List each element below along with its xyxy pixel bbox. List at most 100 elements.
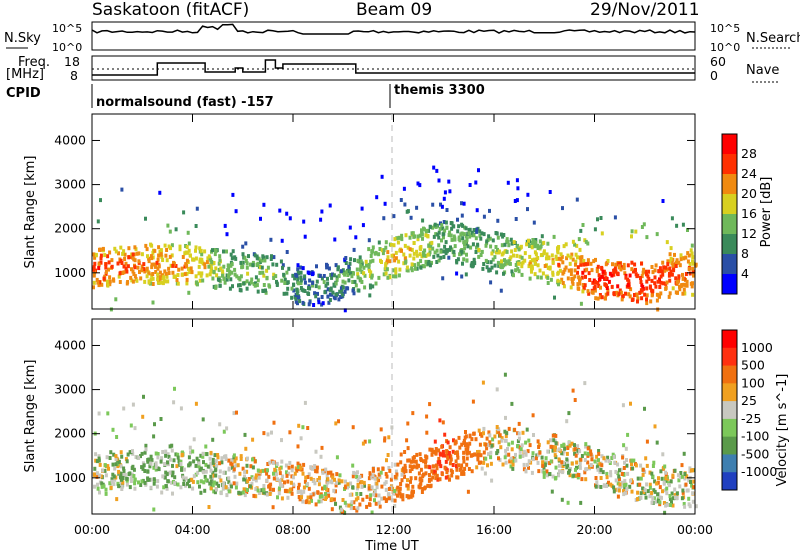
colorbar-segment [722,330,737,349]
echo-cell [498,433,502,438]
echo-cell [691,292,695,297]
echo-cell [430,469,434,474]
echo-cell [536,439,540,444]
echo-cell [396,493,399,498]
echo-cell [539,275,543,280]
echo-cell [630,462,633,466]
echo-cell [169,263,173,268]
echo-cell [605,286,609,290]
echo-cell [287,471,291,476]
echo-cell [153,422,156,427]
echo-cell [414,476,418,481]
echo-cell [220,460,224,465]
echo-cell [179,462,183,466]
echo-cell [432,469,436,474]
echo-cell [612,269,616,273]
echo-cell [393,462,397,467]
echo-cell [662,265,666,270]
echo-cell [94,458,98,463]
echo-cell [604,262,608,267]
echo-cell [168,254,172,259]
colorbar-segment [722,365,737,384]
echo-cell [484,243,488,248]
echo-cell [204,469,208,474]
echo-cell [537,469,541,474]
echo-cell [230,462,234,467]
echo-cell [581,270,585,275]
echo-cell [423,227,426,232]
echo-cell [578,449,582,454]
echo-cell [377,252,381,257]
echo-cell [149,485,153,490]
echo-cell [133,265,137,270]
echo-cell [301,266,305,271]
echo-cell [97,266,101,271]
echo-cell [650,471,654,476]
echo-cell [658,500,662,505]
echo-cell [527,465,530,470]
echo-cell [478,442,482,447]
echo-cell [628,273,632,278]
echo-cell [191,486,195,491]
echo-cell [114,462,118,467]
echo-cell [369,254,373,258]
echo-cell [527,238,530,243]
echo-cell [685,488,689,493]
echo-cell [358,475,362,480]
echo-cell [131,402,135,407]
echo-cell [502,233,506,237]
echo-cell [642,267,646,272]
echo-cell [622,262,626,267]
echo-cell [251,457,254,462]
echo-cell [290,286,294,291]
echo-cell [191,257,195,262]
echo-cell [650,293,654,298]
echo-cell [455,464,458,469]
echo-cell [288,460,292,465]
echo-cell [648,285,652,290]
echo-cell [131,252,135,257]
echo-cell [315,465,319,470]
echo-cell [467,231,471,236]
echo-cell [363,273,367,278]
echo-cell [285,281,289,285]
echo-cell [170,473,174,478]
echo-cell [412,234,416,239]
echo-cell [404,259,408,264]
echo-cell [184,250,188,255]
echo-cell [245,463,249,468]
echo-cell [95,277,99,282]
echo-cell [692,485,696,490]
echo-cell [542,249,546,254]
echo-cell [224,485,228,490]
ytick-label: 3000 [54,177,86,192]
echo-cell [689,281,693,286]
echo-cell [303,280,307,285]
echo-cell [668,259,672,264]
echo-cell [209,468,213,473]
echo-cell [648,482,652,487]
echo-cell [602,456,606,461]
echo-cell [356,258,360,263]
echo-cell [536,263,540,268]
echo-cell [150,458,154,463]
echo-cell [451,463,455,467]
echo-cell [230,465,234,470]
echo-cell [465,450,469,455]
echo-cell [505,431,509,436]
echo-cell [110,477,114,482]
echo-cell [210,260,214,264]
echo-cell [586,258,590,263]
echo-cell [334,263,338,268]
echo-cell [139,454,142,459]
echo-cell [593,227,597,232]
echo-cell [295,291,299,296]
echo-cell [272,476,276,481]
echo-cell [151,272,155,276]
echo-cell [268,460,272,465]
echo-cell [457,237,461,241]
echo-cell [596,296,600,301]
echo-cell [165,486,169,491]
echo-cell [246,488,249,492]
echo-cell [490,443,494,448]
